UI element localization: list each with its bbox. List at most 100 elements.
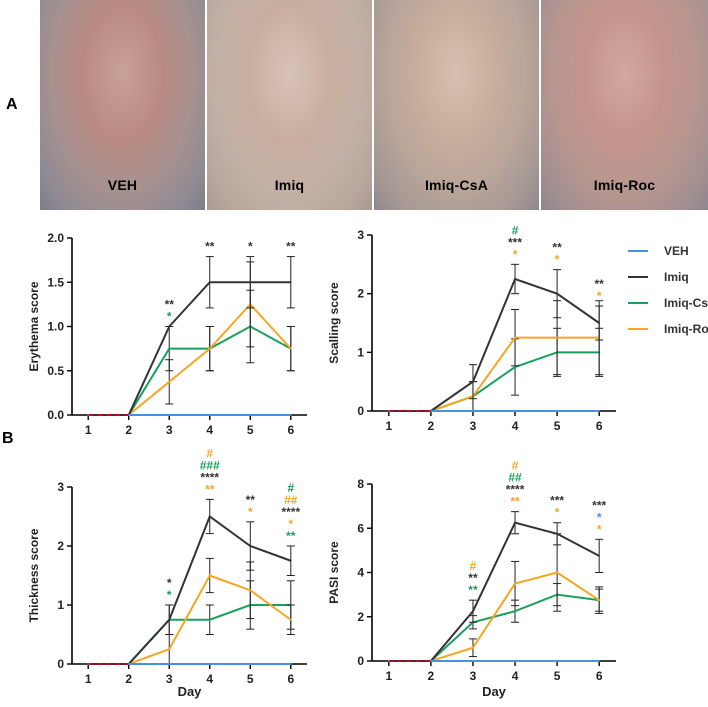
y-tick-label: 4: [357, 566, 364, 580]
significance-mark: *: [597, 522, 602, 536]
data-point-imiq: [556, 292, 558, 295]
panel-label-a: A: [6, 96, 18, 113]
y-tick-label: 2: [57, 539, 64, 553]
significance-mark: **: [595, 277, 605, 291]
data-point-imiq: [289, 559, 292, 562]
y-axis-label: PASI score: [327, 541, 341, 604]
y-axis-label: Erythema score: [27, 281, 41, 371]
x-tick-label: 3: [166, 672, 173, 686]
legend-label-veh: VEH: [664, 244, 689, 258]
y-tick-label: 2: [357, 610, 364, 624]
data-point-imiq-roc: [289, 347, 292, 350]
data-point-imiq-roc: [289, 618, 292, 621]
significance-mark: #: [512, 223, 519, 237]
x-tick-label: 2: [125, 423, 132, 437]
significance-mark: *: [248, 240, 253, 254]
data-point-veh: [87, 663, 90, 665]
significance-mark: #: [206, 446, 213, 460]
significance-mark: *: [597, 510, 602, 524]
data-point-imiq: [289, 281, 292, 284]
data-point-imiq-roc: [556, 336, 558, 339]
series-line-imiq: [88, 281, 291, 416]
x-tick-label: 4: [206, 423, 213, 437]
series-line-imiq-roc: [88, 302, 292, 416]
significance-mark: ***: [550, 494, 564, 508]
data-point-veh: [127, 414, 130, 416]
legend-label-imiq-roc: Imiq-Roc: [664, 322, 708, 336]
data-point-imiq-csa: [208, 618, 211, 621]
y-tick-label: 2.0: [47, 231, 64, 245]
data-point-veh: [598, 660, 600, 662]
data-point-veh: [388, 410, 390, 412]
data-point-imiq-roc: [249, 589, 252, 592]
significance-mark: **: [205, 482, 215, 496]
data-point-imiq-csa: [514, 366, 516, 368]
x-tick-label: 1: [385, 419, 392, 433]
significance-mark: ****: [506, 483, 525, 497]
photo-imiq-roc: Imiq-Roc: [541, 0, 708, 210]
data-point-veh: [430, 410, 432, 412]
y-tick-label: 3: [57, 480, 64, 494]
significance-mark: #: [470, 559, 477, 573]
data-point-veh: [514, 410, 516, 412]
data-point-imiq: [249, 545, 252, 547]
x-tick-label: 5: [247, 423, 254, 437]
data-point-veh: [87, 414, 90, 416]
x-axis-label: Day: [178, 684, 203, 699]
data-point-imiq-roc: [472, 646, 474, 649]
x-axis-label: Day: [482, 684, 507, 699]
x-tick-label: 1: [85, 423, 92, 437]
data-point-imiq: [598, 555, 600, 557]
y-tick-label: 0: [357, 404, 364, 418]
significance-mark: *: [555, 506, 560, 520]
data-point-veh: [472, 660, 474, 662]
x-tick-label: 2: [428, 669, 435, 683]
photo-strip: VEH Imiq Imiq-CsA Imiq-Roc: [40, 0, 708, 210]
series-line-imiq: [88, 514, 292, 665]
legend-swatch-imiq: [628, 276, 648, 278]
y-tick-label: 0.0: [47, 408, 64, 422]
significance-mark: *: [167, 576, 172, 590]
significance-mark: *: [288, 517, 293, 531]
data-point-veh: [598, 410, 600, 412]
data-point-imiq-roc: [514, 582, 516, 585]
data-point-veh: [168, 414, 171, 416]
legend-label-imiq-csa: Imiq-CsA: [664, 296, 708, 310]
panel-label-b: B: [2, 430, 14, 447]
y-tick-label: 1.5: [47, 275, 64, 289]
significance-mark: #: [287, 481, 294, 495]
data-point-imiq: [168, 325, 171, 328]
legend-swatch-veh: [628, 250, 648, 252]
significance-mark: *: [555, 253, 560, 267]
photo-caption: Imiq-CsA: [424, 177, 489, 193]
significance-mark: *: [513, 247, 518, 261]
photo-caption: Imiq: [274, 177, 305, 193]
data-point-veh: [430, 660, 432, 662]
data-point-imiq: [556, 532, 558, 535]
significance-mark: **: [552, 241, 562, 255]
y-tick-label: 6: [357, 521, 364, 535]
significance-mark: ###: [200, 458, 220, 472]
significance-mark: ****: [281, 505, 300, 519]
y-tick-label: 1: [357, 345, 364, 359]
y-tick-label: 8: [357, 477, 364, 491]
photo-veh: VEH: [40, 0, 205, 210]
data-point-imiq-roc: [168, 381, 171, 383]
data-point-imiq: [472, 380, 474, 383]
photo-caption: VEH: [107, 177, 138, 193]
data-point-imiq-roc: [208, 347, 211, 350]
data-point-veh: [289, 663, 292, 665]
data-point-imiq: [168, 618, 171, 621]
legend-label-imiq: Imiq: [664, 270, 689, 284]
y-tick-label: 0.5: [47, 364, 64, 378]
data-point-veh: [168, 663, 171, 665]
data-point-veh: [388, 660, 390, 662]
significance-mark: **: [468, 571, 478, 585]
y-tick-label: 0: [57, 657, 64, 671]
series-line-imiq: [388, 277, 600, 412]
x-tick-label: 4: [206, 672, 213, 686]
data-point-veh: [472, 410, 474, 412]
data-point-imiq-roc: [208, 574, 211, 577]
data-point-veh: [249, 663, 252, 665]
